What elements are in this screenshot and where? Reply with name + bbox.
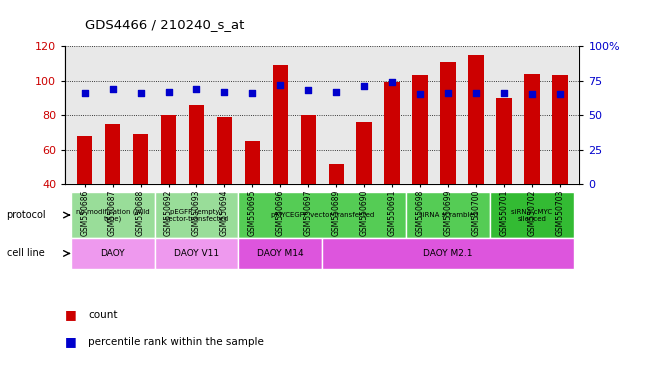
Text: siRNA scrambled: siRNA scrambled <box>419 212 478 218</box>
Bar <box>217 117 232 184</box>
Text: no modification (wild
type): no modification (wild type) <box>76 208 150 222</box>
Point <box>247 90 258 96</box>
Bar <box>154 238 238 269</box>
Point <box>79 90 90 96</box>
Bar <box>133 134 148 184</box>
Bar <box>385 83 400 184</box>
Text: ■: ■ <box>65 335 77 348</box>
Point <box>415 91 425 98</box>
Bar <box>406 192 490 238</box>
Bar <box>71 238 154 269</box>
Text: pMYCEGFP vector-transfected: pMYCEGFP vector-transfected <box>271 212 374 218</box>
Point <box>163 89 174 95</box>
Bar <box>77 136 92 184</box>
Text: protocol: protocol <box>7 210 46 220</box>
Text: DAOY M2.1: DAOY M2.1 <box>423 249 473 258</box>
Bar <box>273 65 288 184</box>
Text: DAOY: DAOY <box>100 249 125 258</box>
Bar <box>245 141 260 184</box>
Point <box>471 90 481 96</box>
Bar <box>238 192 406 238</box>
Bar <box>412 75 428 184</box>
Text: ■: ■ <box>65 308 77 321</box>
Point <box>303 87 314 93</box>
Point <box>275 82 286 88</box>
Text: pEGFP (empty)
vector-transfected: pEGFP (empty) vector-transfected <box>165 208 229 222</box>
Point <box>331 89 341 95</box>
Point <box>359 83 369 89</box>
Bar <box>496 98 512 184</box>
Bar <box>468 55 484 184</box>
Bar <box>552 75 568 184</box>
Bar <box>161 115 176 184</box>
Text: DAOY V11: DAOY V11 <box>174 249 219 258</box>
Bar <box>189 105 204 184</box>
Bar <box>105 124 120 184</box>
Bar <box>71 192 154 238</box>
Bar <box>440 61 456 184</box>
Point <box>387 79 397 85</box>
Point <box>107 86 118 92</box>
Point <box>555 91 565 98</box>
Bar <box>490 192 574 238</box>
Bar <box>357 122 372 184</box>
Text: GDS4466 / 210240_s_at: GDS4466 / 210240_s_at <box>85 18 244 31</box>
Text: siRNA cMYC
silenced: siRNA cMYC silenced <box>511 209 553 222</box>
Text: DAOY M14: DAOY M14 <box>257 249 303 258</box>
Bar <box>322 238 574 269</box>
Point <box>443 90 453 96</box>
Point <box>527 91 537 98</box>
Text: percentile rank within the sample: percentile rank within the sample <box>88 337 264 347</box>
Bar <box>238 238 322 269</box>
Bar <box>154 192 238 238</box>
Text: cell line: cell line <box>7 248 44 258</box>
Bar <box>329 164 344 184</box>
Bar <box>524 74 540 184</box>
Text: count: count <box>88 310 117 320</box>
Bar <box>301 115 316 184</box>
Point <box>191 86 202 92</box>
Point <box>219 89 230 95</box>
Point <box>499 90 509 96</box>
Point <box>135 90 146 96</box>
